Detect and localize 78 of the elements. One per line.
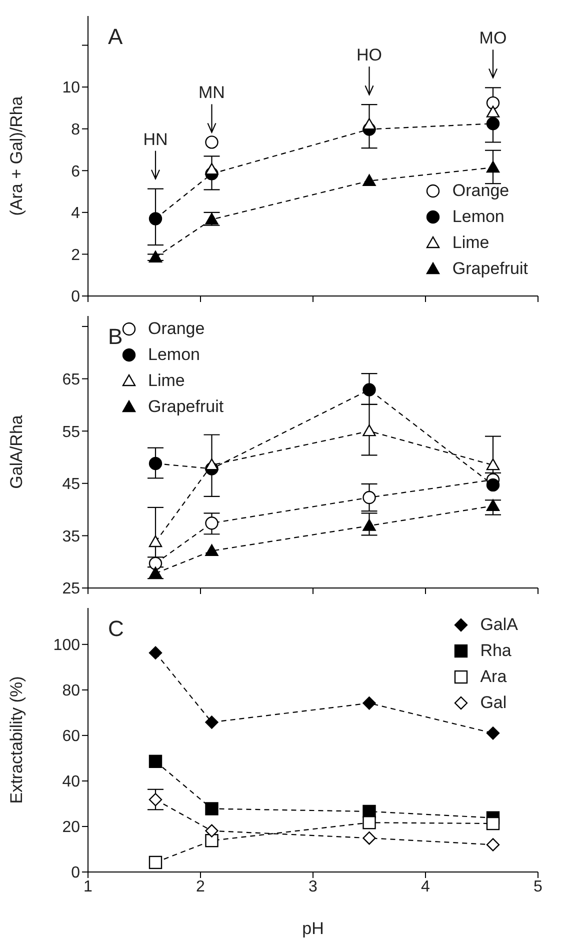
point (205, 162, 218, 175)
point (362, 519, 376, 531)
x-axis-title: pH (302, 919, 324, 938)
y-tick-label: 10 (62, 80, 80, 97)
legend-label: Grapefruit (148, 397, 224, 417)
y-tick-label: 20 (62, 819, 80, 836)
legend-label: Rha (480, 641, 512, 661)
point (362, 383, 376, 396)
x-tick-label: 3 (308, 878, 318, 896)
y-axis-title: GalA/Rha (7, 414, 26, 489)
point (486, 816, 500, 830)
y-tick-label: 25 (62, 580, 80, 598)
point (486, 106, 500, 118)
annotation: MN (198, 83, 225, 102)
chart-title: C (108, 616, 124, 642)
point (205, 544, 218, 556)
point (362, 696, 376, 710)
y-tick-label: 55 (62, 424, 80, 441)
y-axis-title: (Ara + Gal)/Rha (7, 96, 26, 216)
point (148, 793, 162, 806)
annotation: HN (143, 130, 168, 149)
y-tick-label: 4 (71, 205, 80, 222)
point (205, 516, 218, 530)
legend-label: GalA (480, 615, 518, 635)
y-tick-label: 6 (71, 163, 80, 180)
legend-label: Lime (148, 371, 185, 391)
annotation: HO (356, 46, 382, 65)
point (486, 160, 500, 173)
point (148, 556, 162, 570)
x-tick-label: 1 (84, 878, 93, 896)
point (486, 117, 500, 130)
point (486, 458, 500, 470)
chart-title: A (108, 24, 123, 50)
point (205, 834, 218, 848)
legend-label: Grapefruit (452, 259, 528, 279)
point (362, 174, 376, 186)
y-tick-label: 8 (71, 122, 80, 139)
legend-label: Lemon (148, 345, 200, 365)
point (205, 802, 218, 816)
point (362, 816, 376, 830)
point (148, 646, 162, 660)
point (205, 716, 218, 729)
point (148, 456, 162, 470)
legend-label: Lime (452, 233, 490, 253)
annotation: MO (479, 28, 507, 48)
y-tick-label: 40 (62, 774, 80, 791)
point (486, 499, 500, 511)
x-tick-label: 2 (196, 878, 206, 896)
chart-title: B (108, 324, 123, 350)
y-tick-label: 60 (62, 728, 80, 746)
point (205, 458, 218, 470)
y-axis-title: Extractability (%) (7, 676, 26, 804)
point (148, 856, 162, 870)
point (486, 96, 500, 110)
point (486, 726, 500, 740)
y-tick-label: 80 (62, 682, 80, 700)
legend-label: Ara (480, 667, 507, 687)
point (486, 478, 500, 492)
legend-label: Orange (148, 319, 205, 339)
legend-label: Orange (452, 181, 510, 201)
y-tick-label: 2 (71, 246, 80, 264)
point (148, 535, 162, 548)
y-tick-label: 0 (71, 864, 80, 882)
point (148, 212, 162, 226)
y-tick-label: 35 (62, 528, 80, 546)
y-tick-label: 0 (71, 288, 80, 306)
point (362, 424, 376, 436)
legend-label: Lemon (452, 207, 504, 227)
point (148, 754, 162, 768)
point (362, 118, 376, 130)
y-tick-label: 45 (62, 476, 80, 494)
point (148, 250, 162, 262)
x-tick-label: 4 (421, 878, 430, 896)
y-tick-label: 65 (62, 371, 80, 388)
legend-label: Gal (480, 693, 507, 713)
x-tick-label: 5 (534, 878, 543, 896)
y-tick-label: 100 (53, 637, 80, 654)
point (362, 490, 376, 504)
